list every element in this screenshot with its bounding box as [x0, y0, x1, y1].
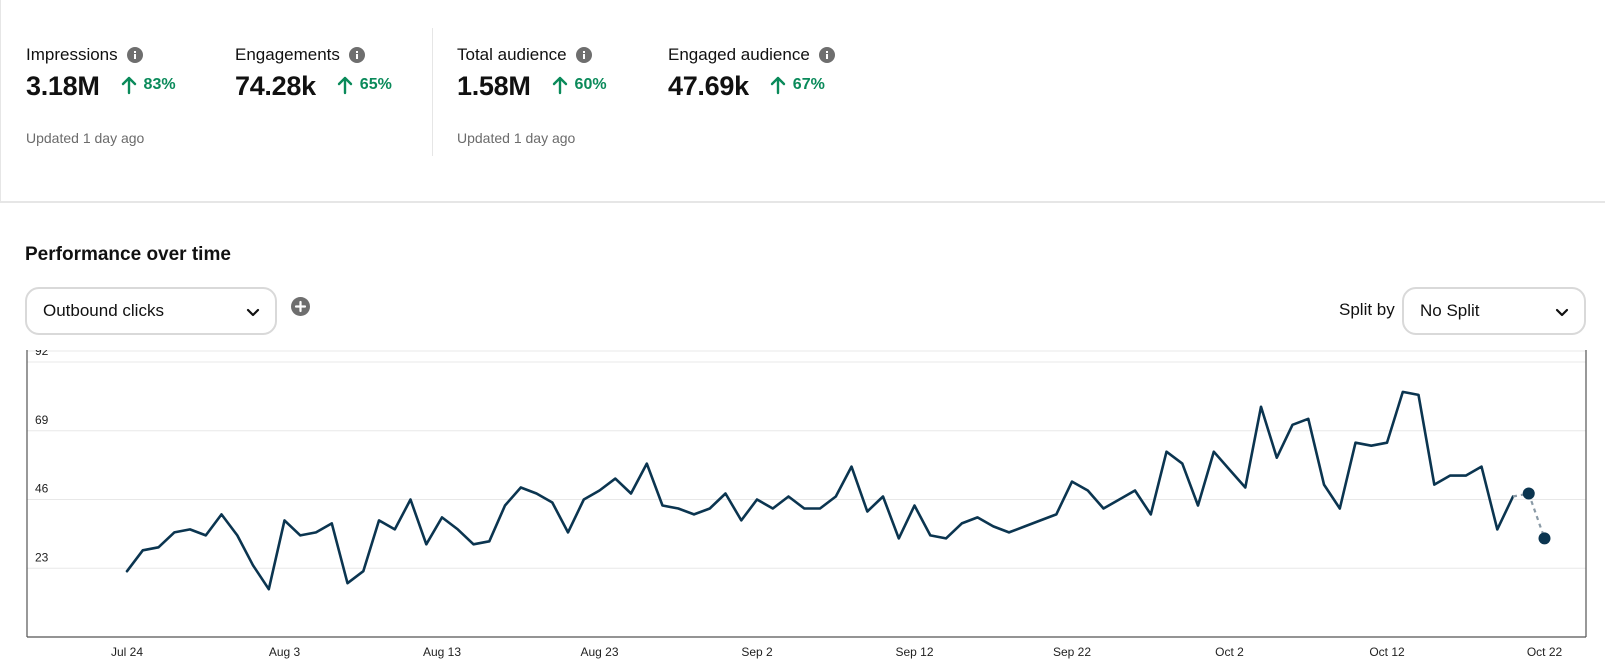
projection-line	[1527, 493, 1546, 539]
y-tick-label: 92	[35, 350, 49, 358]
y-tick-label: 46	[35, 482, 49, 496]
section-title: Performance over time	[25, 244, 231, 265]
split-select[interactable]: No Split	[1402, 287, 1586, 335]
x-tick-label: Aug 13	[423, 645, 461, 659]
trend-badge: 60%	[551, 75, 607, 95]
chart-series	[125, 390, 1551, 591]
metric-label: Total audience	[457, 45, 567, 64]
info-icon[interactable]	[348, 47, 365, 63]
arrow-up-icon	[552, 76, 567, 95]
metric-value: 47.69k	[668, 71, 749, 101]
series-line	[125, 390, 1515, 591]
x-tick-label: Oct 2	[1215, 645, 1244, 659]
trend-value: 60%	[574, 76, 607, 93]
x-tick-label: Oct 12	[1369, 645, 1405, 659]
metric-engagements: Engagements 74.28k 65%	[235, 44, 392, 105]
summary-panel: Impressions 3.18M 83% Engagements	[0, 0, 1605, 203]
y-tick-label: 69	[35, 413, 49, 427]
data-point	[1522, 487, 1535, 500]
trend-badge: 65%	[336, 75, 392, 95]
x-tick-label: Oct 22	[1527, 645, 1563, 659]
trend-badge: 67%	[769, 75, 825, 95]
chevron-down-icon	[1555, 308, 1569, 317]
info-icon[interactable]	[818, 47, 835, 63]
projection-line	[1512, 492, 1529, 498]
plus-circle-icon[interactable]	[291, 297, 310, 316]
metric-engaged-audience: Engaged audience 47.69k 67%	[668, 44, 835, 105]
arrow-up-icon	[770, 76, 785, 95]
y-tick-label: 23	[35, 550, 49, 564]
updated-text: Updated 1 day ago	[457, 130, 576, 146]
trend-badge: 83%	[120, 75, 176, 95]
metric-select-value: Outbound clicks	[43, 301, 164, 320]
data-point	[1538, 532, 1551, 545]
info-icon[interactable]	[575, 47, 592, 63]
x-axis-ticks: Jul 24 Aug 3 Aug 13 Aug 23 Sep 2 Sep 12 Sep 22…	[111, 645, 1563, 659]
x-tick-label: Aug 3	[269, 645, 301, 659]
trend-value: 67%	[792, 76, 825, 93]
performance-line-chart: 23 46 69 92 Jul 24 Aug 3 Aug 13 Aug 23 Sep 2 Sep…	[26, 350, 1587, 659]
arrow-up-icon	[121, 76, 136, 95]
metrics-divider	[432, 28, 433, 156]
metric-label: Impressions	[26, 45, 118, 64]
metric-total-audience: Total audience 1.58M 60%	[457, 44, 607, 105]
metric-value: 3.18M	[26, 71, 100, 101]
arrow-up-icon	[337, 76, 352, 95]
split-by-label: Split by	[1339, 300, 1395, 319]
split-select-value: No Split	[1420, 301, 1480, 320]
metric-value: 74.28k	[235, 71, 316, 101]
metric-select[interactable]: Outbound clicks	[25, 287, 277, 335]
metric-label: Engaged audience	[668, 45, 810, 64]
x-tick-label: Jul 24	[111, 645, 143, 659]
x-tick-label: Sep 22	[1053, 645, 1091, 659]
metric-value: 1.58M	[457, 71, 531, 101]
trend-value: 65%	[359, 76, 392, 93]
info-icon[interactable]	[126, 47, 143, 63]
metric-label: Engagements	[235, 45, 340, 64]
chevron-down-icon	[246, 308, 260, 317]
chart-grid	[27, 350, 1586, 569]
x-tick-label: Sep 12	[895, 645, 933, 659]
trend-value: 83%	[143, 76, 176, 93]
y-axis-ticks: 23 46 69 92	[35, 350, 49, 564]
x-tick-label: Sep 2	[741, 645, 773, 659]
updated-text: Updated 1 day ago	[26, 130, 145, 146]
x-tick-label: Aug 23	[580, 645, 618, 659]
metric-impressions: Impressions 3.18M 83%	[26, 44, 176, 105]
